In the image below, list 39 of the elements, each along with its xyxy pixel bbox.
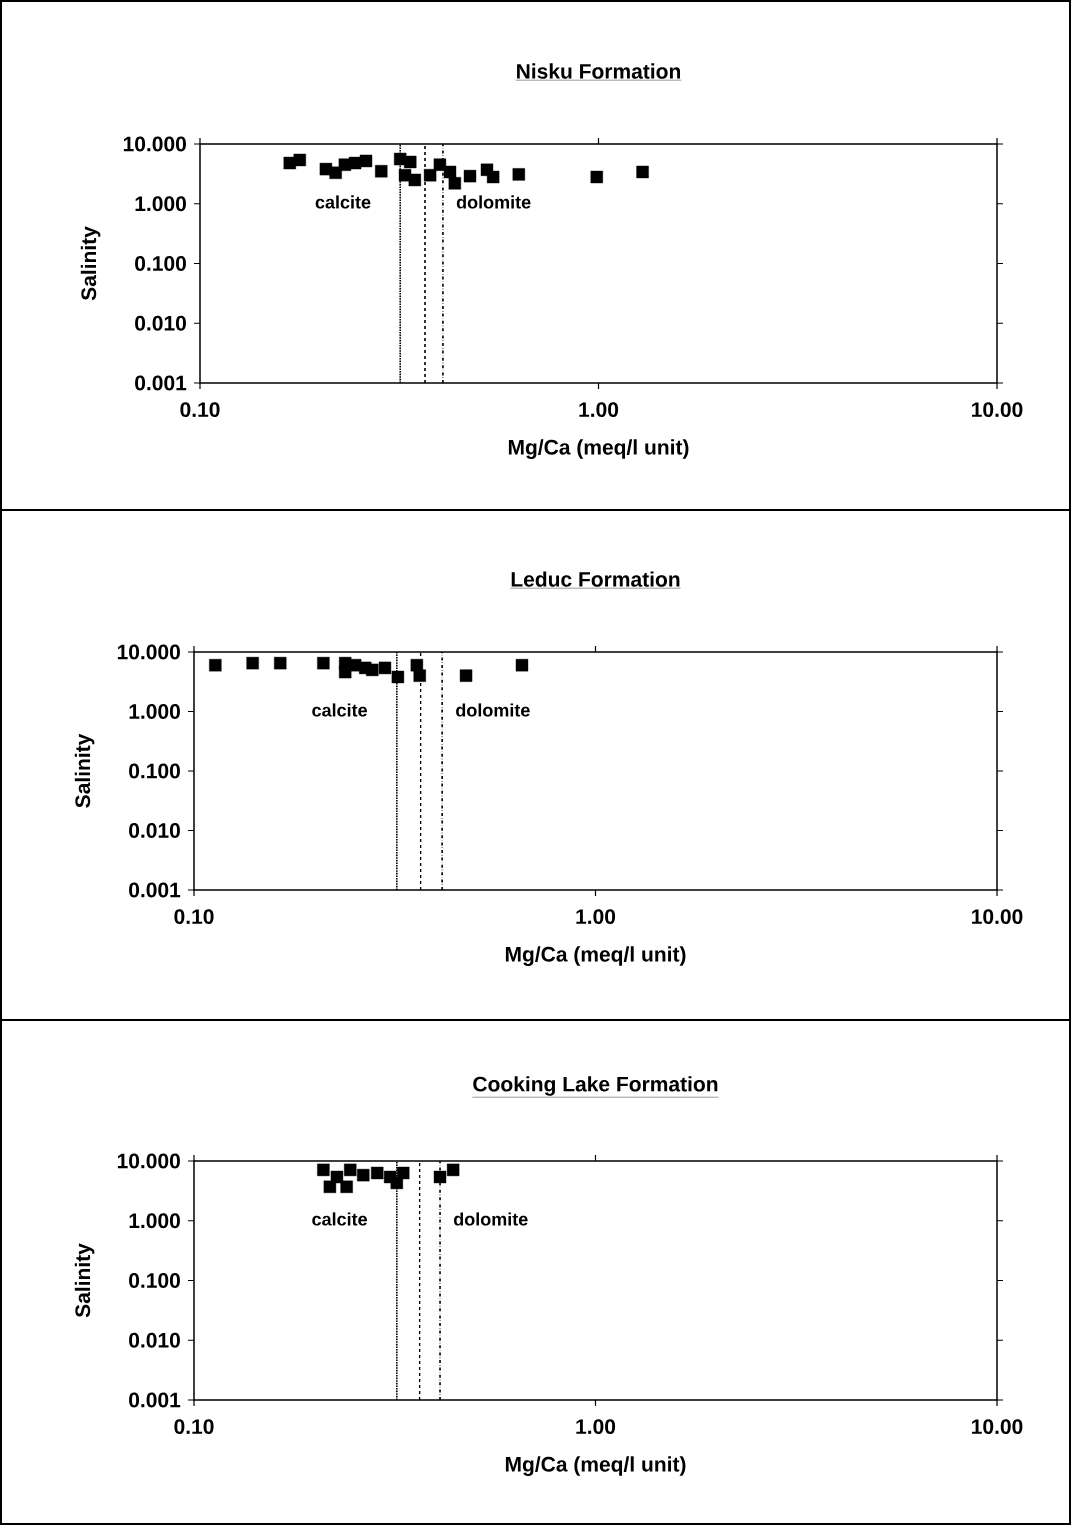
y-tick-label: 1.000 (129, 1213, 180, 1229)
chart-title: Nisku Formation (517, 63, 681, 79)
x-axis-title: Mg/Ca (meq/l unit) (505, 1456, 686, 1476)
y-axis-title: Salinity (80, 226, 101, 301)
chart-title: Cooking Lake Formation (473, 1076, 718, 1096)
annotation: calcite (315, 195, 371, 209)
y-tick-label: 1.000 (129, 704, 180, 719)
annotation: dolomite (456, 703, 530, 717)
x-tick-label: 0.10 (174, 1419, 214, 1435)
y-tick-label: 0.100 (129, 1273, 180, 1288)
annotation: dolomite (453, 1212, 528, 1226)
y-tick-label: 0.100 (129, 763, 180, 779)
x-axis-title: Mg/Ca (meq/l unit) (505, 946, 686, 966)
x-tick-label: 1.00 (579, 402, 619, 418)
y-tick-label: 0.010 (129, 1332, 180, 1348)
y-tick-label: 0.001 (129, 882, 181, 898)
y-axis-title: Salinity (74, 733, 95, 808)
x-tick-label: 10.00 (972, 1419, 1023, 1435)
y-tick-label: 1.000 (135, 196, 186, 212)
x-tick-label: 0.10 (174, 909, 214, 925)
x-axis-title: Mg/Ca (meq/l unit) (508, 439, 689, 459)
annotation: calcite (312, 703, 367, 717)
y-tick-label: 10.000 (123, 136, 186, 152)
y-tick-label: 0.010 (129, 823, 180, 838)
y-tick-label: 0.100 (135, 256, 186, 271)
x-tick-label: 0.10 (180, 402, 220, 418)
annotation: calcite (312, 1212, 367, 1226)
x-tick-label: 1.00 (576, 909, 616, 925)
y-tick-label: 0.010 (135, 315, 186, 331)
x-tick-label: 10.00 (972, 909, 1023, 925)
y-tick-label: 0.001 (135, 375, 187, 391)
y-tick-label: 10.000 (117, 644, 180, 660)
y-axis-title: Salinity (74, 1243, 95, 1318)
x-tick-label: 10.00 (972, 402, 1023, 418)
x-tick-label: 1.00 (576, 1419, 616, 1435)
y-tick-label: 0.001 (129, 1392, 181, 1408)
chart-title: Leduc Formation (511, 571, 680, 587)
y-tick-label: 10.000 (117, 1153, 180, 1169)
annotation: dolomite (456, 195, 531, 209)
